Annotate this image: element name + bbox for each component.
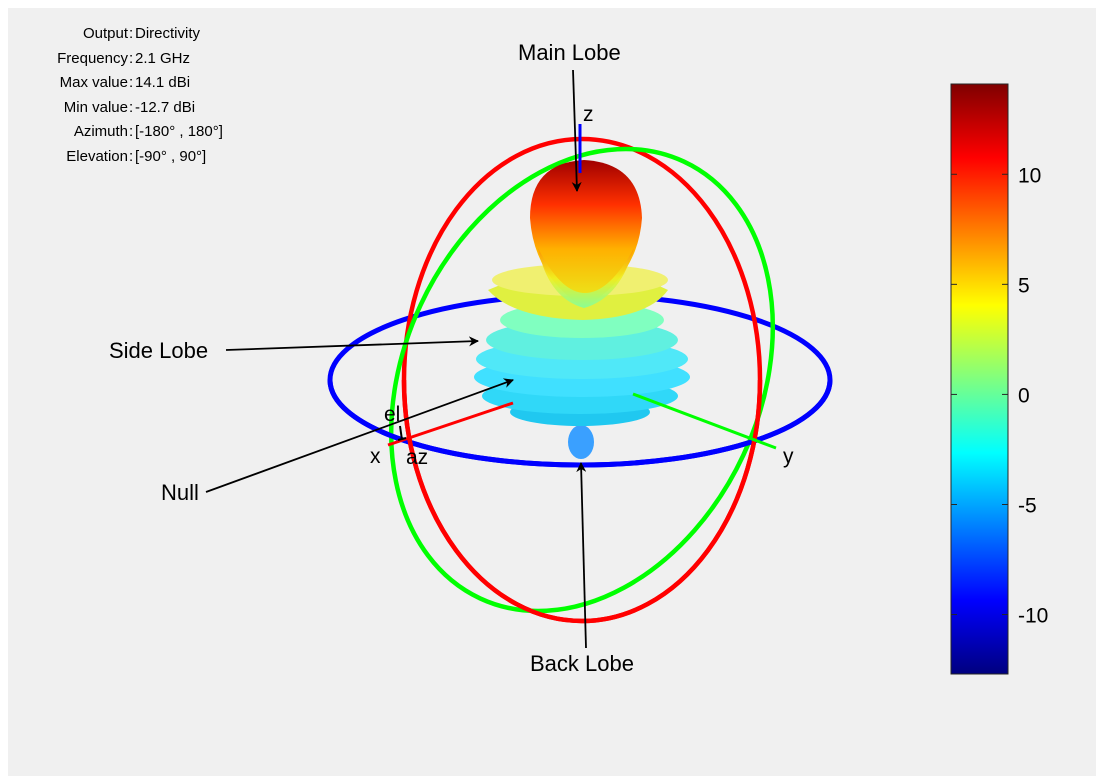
y-axis-label: y [783,445,794,468]
back-lobe-shape [568,425,594,459]
info-key: Max value [59,74,128,91]
y-axis-line [632,392,777,450]
colorbar-tick-label: 10 [1018,164,1041,187]
pattern-figure: Output: Directivity Frequency:2.1 GHz Max… [8,8,1096,776]
x-axis-line [387,401,514,447]
info-value: Directivity [135,25,201,42]
az-el-indicator [397,425,407,441]
info-value: [-180° , 180°] [135,123,223,140]
info-row-azimuth: Azimuth: [-180° , 180°] [8,120,268,145]
colorbar [950,83,1009,675]
info-value: [-90° , 90°] [135,147,207,165]
colorbar-ticks: 10 5 0 -5 -10 [951,164,1048,628]
info-row-min-value: Min value: -12.7 dBi [8,96,268,121]
info-row-frequency: Frequency:2.1 GHz [8,47,268,72]
back-lobe-arrow [576,462,587,649]
side-lobe-arrow [225,336,479,351]
info-value: 14.1 dBi [135,74,191,91]
x-axis-label: x [370,445,381,468]
main-lobe-shape [530,160,642,308]
side-lobe-label: Side Lobe [109,338,208,363]
pattern-info-panel: Output: Directivity Frequency:2.1 GHz Max… [8,22,268,169]
info-row-elevation: Elevation: [-90° , 90°] [8,145,268,170]
colorbar-tick-label: 0 [1018,384,1030,407]
info-key: Min value [63,98,128,116]
z-axis-label: z [583,103,594,126]
info-key: Frequency [57,49,128,67]
info-key: Azimuth [73,123,128,140]
info-value: -12.7 dBi [135,98,196,116]
elevation-label: el [384,403,400,426]
main-lobe-neck [538,248,634,308]
azimuth-label: az [406,446,428,469]
null-arrow [205,378,514,493]
info-row-output: Output: Directivity [8,22,268,47]
main-lobe-label: Main Lobe [518,40,621,65]
colorbar-tick-label: 5 [1018,274,1030,297]
back-lobe-label: Back Lobe [530,651,634,676]
info-key: Output [82,25,128,42]
main-lobe-arrow [571,69,582,192]
info-key: Elevation [66,147,128,165]
null-label: Null [161,480,199,505]
pattern-plot: x y z az el Main Lobe Side Lobe Null Bac… [109,40,1048,676]
info-row-max-value: Max value:14.1 dBi [8,71,268,96]
info-value: 2.1 GHz [135,49,191,67]
colorbar-tick-label: -5 [1018,494,1037,517]
colorbar-tick-label: -10 [1018,605,1048,628]
elevation-ring-yz [388,146,776,614]
